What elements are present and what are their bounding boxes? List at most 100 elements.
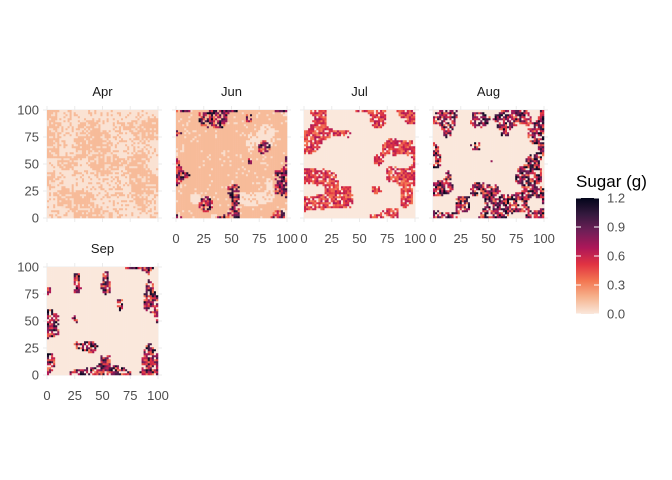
heatmap-cell — [98, 132, 101, 135]
heatmap-cell — [252, 114, 255, 117]
heatmap-cell — [55, 138, 58, 141]
heatmap-cell — [55, 188, 58, 191]
heatmap-cell — [129, 148, 132, 151]
heatmap-cell — [90, 196, 93, 199]
heatmap-cell — [219, 120, 222, 123]
heatmap-cell — [223, 124, 226, 127]
heatmap-cell — [81, 190, 85, 193]
heatmap-cell — [200, 156, 203, 159]
heatmap-cell — [116, 152, 120, 155]
heatmap-cell — [67, 130, 70, 133]
heatmap-cell — [245, 122, 249, 125]
heatmap-cell — [229, 210, 232, 213]
heatmap-cell — [196, 206, 199, 209]
heatmap-cell — [57, 122, 60, 125]
heatmap-cell — [149, 132, 153, 135]
heatmap-cell — [61, 122, 64, 125]
heatmap-cell — [98, 192, 101, 195]
heatmap-cell — [208, 134, 212, 137]
heatmap-cell — [143, 124, 146, 127]
heatmap-cell — [217, 134, 220, 137]
heatmap-cell — [213, 152, 216, 155]
heatmap-cell — [250, 128, 253, 131]
heatmap-cell — [129, 122, 132, 125]
heatmap-cell — [73, 128, 77, 131]
heatmap-cell — [51, 210, 54, 213]
heatmap-cell — [129, 214, 132, 217]
heatmap-cell — [75, 134, 79, 137]
heatmap-cell — [61, 114, 64, 117]
heatmap-cell — [194, 162, 197, 165]
heatmap-cell — [176, 132, 179, 135]
heatmap-cell — [69, 204, 72, 207]
heatmap-cell — [180, 140, 183, 143]
heatmap-cell — [47, 128, 50, 131]
heatmap-cell — [184, 128, 187, 131]
heatmap-cell — [178, 130, 181, 133]
heatmap-cell — [247, 214, 251, 217]
heatmap-cell — [204, 192, 208, 195]
heatmap-cell — [147, 176, 151, 179]
heatmap-cell — [137, 118, 140, 121]
heatmap-cell — [239, 158, 243, 161]
heatmap-cell — [143, 140, 146, 143]
heatmap-cell — [77, 198, 81, 201]
heatmap-cell — [213, 116, 216, 119]
heatmap-cell — [206, 162, 210, 165]
heatmap-cell — [239, 148, 243, 151]
heatmap-cell — [239, 172, 243, 175]
heatmap-cell — [86, 140, 89, 143]
heatmap-cell — [127, 128, 130, 131]
heatmap-cell — [213, 162, 216, 165]
heatmap-cell — [118, 122, 122, 125]
heatmap-cell — [98, 130, 101, 133]
heatmap-cell — [176, 200, 179, 203]
heatmap-cell — [106, 174, 109, 177]
heatmap-cell — [90, 172, 93, 175]
heatmap-cell — [73, 184, 77, 187]
heatmap-cell — [190, 170, 193, 173]
heatmap-cell — [141, 142, 144, 145]
heatmap-cell — [88, 160, 91, 163]
heatmap-cell — [145, 144, 148, 147]
heatmap-cell — [75, 122, 79, 125]
heatmap-cell — [194, 110, 197, 113]
heatmap-cell — [123, 158, 126, 161]
heatmap-cell — [79, 214, 83, 217]
heatmap-cell — [77, 174, 81, 177]
heatmap-cell — [250, 162, 253, 165]
heatmap-cell — [194, 180, 197, 183]
heatmap-cell — [252, 192, 255, 195]
heatmap-cell — [233, 214, 236, 217]
heatmap-cell — [49, 170, 52, 173]
heatmap-cell — [153, 204, 157, 207]
heatmap-cell — [73, 214, 77, 217]
heatmap-cell — [139, 184, 142, 187]
heatmap-cell — [182, 206, 185, 209]
heatmap-cell — [223, 130, 226, 133]
heatmap-cell — [47, 206, 50, 209]
heatmap-cell — [131, 122, 134, 125]
heatmap-cell — [69, 132, 72, 135]
heatmap-cell — [190, 186, 193, 189]
heatmap-cell — [233, 206, 236, 209]
heatmap-cell — [196, 204, 199, 207]
heatmap-cell — [96, 158, 99, 161]
heatmap-cell — [198, 198, 201, 201]
heatmap-cell — [141, 116, 144, 119]
heatmap-cell — [184, 166, 187, 169]
heatmap-cell — [151, 110, 155, 113]
heatmap-cell — [229, 208, 232, 211]
heatmap-cell — [55, 162, 58, 165]
heatmap-cell — [84, 188, 87, 191]
heatmap-cell — [243, 120, 247, 123]
heatmap-cell — [135, 164, 138, 167]
heatmap-cell — [194, 182, 197, 185]
heatmap-cell — [239, 180, 243, 183]
heatmap-cell — [118, 150, 122, 153]
heatmap-cell — [61, 196, 64, 199]
heatmap-cell — [196, 128, 199, 131]
heatmap-cell — [63, 162, 66, 165]
heatmap-cell — [239, 162, 243, 165]
